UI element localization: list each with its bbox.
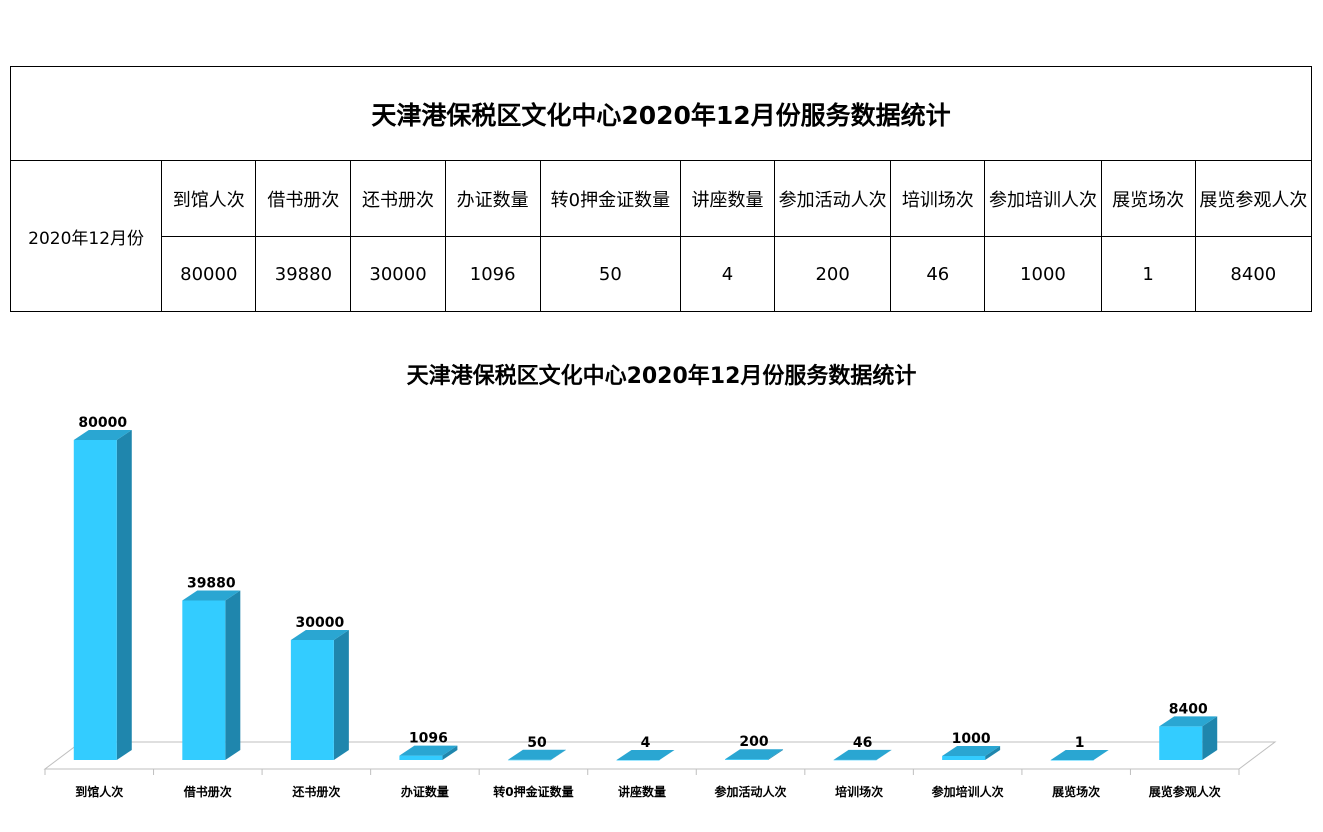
bar-side <box>225 590 241 760</box>
data-label: 1000 <box>952 731 991 747</box>
value-cell: 1096 <box>444 236 541 312</box>
bar <box>399 745 458 760</box>
bar-top <box>290 630 349 640</box>
category-label: 参加培训人次 <box>932 784 1004 799</box>
header-cell: 借书册次 <box>255 160 352 237</box>
bar-top <box>1159 716 1218 727</box>
table-title: 天津港保税区文化中心2020年12月份服务数据统计 <box>10 66 1312 161</box>
bar-front <box>942 756 986 760</box>
data-label: 50 <box>527 735 547 751</box>
data-label: 1096 <box>409 731 448 747</box>
bar-side <box>116 430 132 760</box>
bar-side <box>659 749 675 760</box>
value-cell: 1000 <box>984 236 1102 312</box>
category-label: 展览参观人次 <box>1149 784 1221 799</box>
data-label: 1 <box>1075 735 1085 751</box>
bar-front <box>182 600 226 760</box>
bar <box>1050 749 1109 761</box>
bar <box>942 746 1001 760</box>
header-cell: 转0押金证数量 <box>539 160 681 237</box>
chart-title: 天津港保税区文化中心2020年12月份服务数据统计 <box>406 364 917 389</box>
bar <box>616 749 675 761</box>
value-labels-group: 80000 39880 30000 1096 50 4 200 46 1000 1 8400 <box>78 415 1208 751</box>
bar-front <box>73 440 117 760</box>
bar-top <box>73 430 132 440</box>
category-labels-group: 到馆人次 借书册次 还书册次 办证数量 转0押金证数量 讲座数量 参加活动人次 培训场次 参加培… <box>75 784 1220 799</box>
bars-group <box>73 430 1218 761</box>
header-cell: 讲座数量 <box>679 160 776 237</box>
bar-side <box>333 630 349 760</box>
category-label: 到馆人次 <box>75 784 123 799</box>
category-label: 参加活动人次 <box>715 784 787 799</box>
bar-top <box>942 746 1001 756</box>
value-cell: 46 <box>890 236 986 312</box>
bar-top <box>725 749 784 760</box>
value-cell: 39880 <box>255 236 352 312</box>
data-label: 200 <box>739 734 768 750</box>
value-cell: 4 <box>679 236 776 312</box>
bar <box>833 749 892 761</box>
value-cell: 50 <box>539 236 681 312</box>
category-label: 借书册次 <box>183 784 232 799</box>
bar-front <box>1159 726 1203 760</box>
data-label: 46 <box>853 735 872 751</box>
category-label: 办证数量 <box>401 784 449 799</box>
bar-front <box>290 640 334 760</box>
bar-top <box>833 749 892 760</box>
bar-side <box>550 749 566 760</box>
bar <box>725 749 784 760</box>
stats-table: 天津港保税区文化中心2020年12月份服务数据统计 2020年12月份 到馆人次… <box>9 66 1313 312</box>
value-cell: 80000 <box>161 236 257 312</box>
bar-front <box>507 759 551 761</box>
data-label: 30000 <box>296 615 345 631</box>
header-cell: 参加培训人次 <box>984 160 1102 237</box>
bar-top <box>1050 749 1109 760</box>
bar <box>507 749 566 761</box>
bar-front <box>399 755 443 760</box>
value-cell: 8400 <box>1194 236 1313 312</box>
header-cell: 培训场次 <box>890 160 986 237</box>
category-label: 培训场次 <box>835 784 883 799</box>
category-label: 转0押金证数量 <box>493 784 573 799</box>
header-cell: 还书册次 <box>350 160 446 237</box>
bar-front <box>833 759 877 761</box>
header-cell: 展览参观人次 <box>1194 160 1313 237</box>
bar-front <box>616 759 660 761</box>
data-label: 80000 <box>78 415 127 431</box>
category-label: 展览场次 <box>1052 784 1100 799</box>
bar-side <box>876 749 892 760</box>
value-cell: 200 <box>774 236 892 312</box>
bar-side <box>442 745 458 760</box>
bar-front <box>1050 759 1094 761</box>
bar <box>290 630 349 760</box>
bar-top <box>399 745 458 756</box>
bar-side <box>768 749 784 760</box>
bar-top <box>182 590 241 601</box>
period-cell: 2020年12月份 <box>9 160 163 312</box>
bar-top <box>616 749 675 760</box>
bar <box>1159 716 1218 760</box>
bar <box>73 430 132 760</box>
data-label: 8400 <box>1169 701 1208 717</box>
data-label: 39880 <box>187 575 236 591</box>
bar-front <box>725 759 769 760</box>
bar-side <box>1202 716 1218 760</box>
category-label: 讲座数量 <box>618 784 666 799</box>
header-cell: 参加活动人次 <box>774 160 892 237</box>
category-label: 还书册次 <box>291 784 340 799</box>
bar-top <box>507 749 566 760</box>
bar <box>182 590 241 760</box>
header-cell: 办证数量 <box>444 160 541 237</box>
data-label: 4 <box>641 735 651 751</box>
bar-side <box>1093 749 1109 760</box>
bar-side <box>985 746 1001 760</box>
